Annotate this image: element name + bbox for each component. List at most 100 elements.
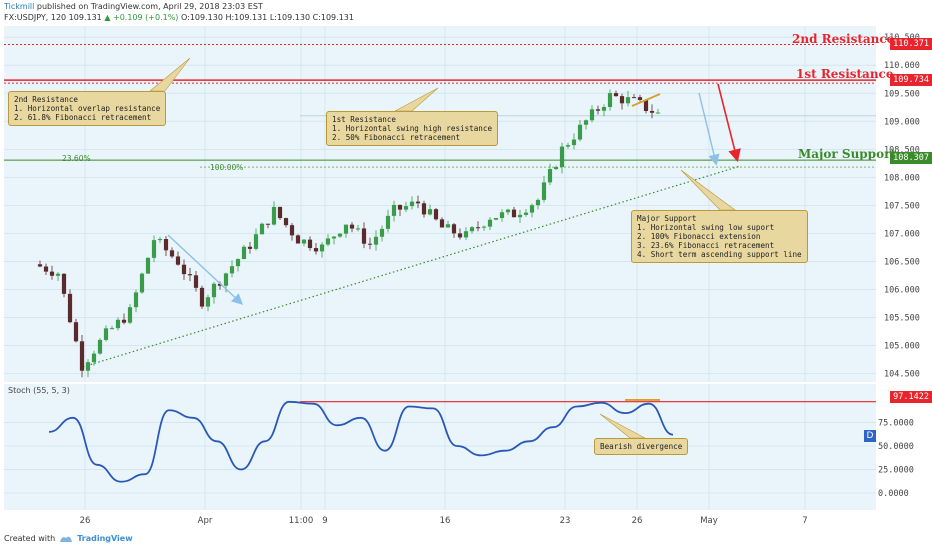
stoch-tick-label: 75.0000: [878, 419, 914, 429]
symbol-info: FX:USDJPY, 120 109.131 ▲ +0.109 (+0.1%) …: [4, 13, 354, 22]
candle-body: [595, 109, 601, 111]
candle-body: [217, 283, 223, 286]
price-tick-label: 109.500: [884, 89, 920, 99]
candle-body: [625, 97, 631, 104]
candle-body: [589, 109, 595, 121]
candle-body: [499, 212, 505, 219]
candle-body: [277, 206, 283, 219]
candle-body: [421, 203, 427, 215]
last-price: 109.131: [68, 13, 102, 22]
candle-body: [637, 97, 643, 100]
stoch-d-badge[interactable]: D: [864, 430, 876, 442]
candle-body: [397, 204, 403, 210]
ohlc-close: C:109.131: [312, 13, 354, 22]
candle-body: [271, 206, 277, 225]
candle-body: [121, 319, 127, 323]
candle-body: [571, 139, 577, 146]
major-support-label: Major Support: [798, 147, 896, 161]
fib-23-label: 23.60%: [62, 154, 91, 163]
candle-body: [223, 273, 229, 286]
price-tick-label: 108.500: [884, 145, 920, 155]
candle-body: [649, 110, 655, 113]
candle-body: [235, 259, 241, 267]
candle-body: [463, 231, 469, 238]
brand-link[interactable]: Tickmill: [4, 2, 35, 11]
price-tick-label: 108.000: [884, 173, 920, 183]
time-tick-label: 26: [80, 516, 91, 526]
price-pane: [4, 26, 876, 382]
price-tick-label: 106.500: [884, 257, 920, 267]
candle-body: [133, 292, 139, 308]
major-support-value: 108.307: [890, 152, 932, 164]
candle-body: [73, 322, 79, 342]
candle-body: [247, 246, 253, 249]
price-tick-label: 109.000: [884, 117, 920, 127]
candle-body: [385, 215, 391, 229]
candle-body: [67, 293, 73, 323]
candle-body: [103, 328, 109, 340]
candle-body: [343, 224, 349, 234]
price-tick-label: 110.000: [884, 61, 920, 71]
candle-body: [265, 223, 271, 225]
candle-body: [169, 250, 175, 257]
time-tick-label: 11:00: [289, 516, 314, 526]
swing-arrow: [167, 234, 244, 305]
second-resistance-callout: 2nd Resistance 1. Horizontal overlap res…: [8, 91, 167, 126]
candle-body: [43, 266, 49, 272]
major-support-callout: Major Support 1. Horizontal swing low su…: [631, 210, 808, 263]
candle-body: [523, 212, 529, 215]
stoch-label: Stoch (55, 5, 3): [8, 386, 70, 395]
candle-body: [535, 199, 541, 206]
price-tick-label: 105.000: [884, 342, 920, 352]
candle-body: [433, 209, 439, 220]
ohlc-low: L:109.130: [269, 13, 311, 22]
candle-body: [127, 307, 133, 323]
candle-body: [97, 339, 103, 354]
time-tick-label: May: [700, 516, 718, 526]
candle-body: [511, 209, 517, 218]
stoch-axis: 75.0000 50.0000 25.0000 0.0000: [878, 419, 914, 500]
candle-body: [643, 99, 649, 111]
candle-body: [583, 120, 589, 125]
candle-body: [85, 362, 91, 371]
candle-body: [487, 219, 493, 227]
candle-body: [415, 201, 421, 204]
candle-body: [481, 226, 487, 228]
price-change: ▲ +0.109 (+0.1%): [104, 13, 179, 22]
candle-body: [157, 239, 163, 241]
candle-body: [49, 271, 55, 276]
publish-text: published on TradingView.com, April 29, …: [36, 2, 263, 11]
candle-body: [469, 227, 475, 232]
candle-body: [37, 264, 43, 267]
candle-body: [529, 205, 535, 213]
candle-body: [325, 238, 331, 245]
time-tick-label: 26: [632, 516, 643, 526]
time-tick-label: 23: [560, 516, 571, 526]
footer: Created with TradingView: [4, 534, 133, 543]
candle-body: [295, 235, 301, 244]
candle-body: [253, 234, 259, 249]
candle-body: [439, 219, 445, 228]
stoch-tick-label: 0.0000: [878, 489, 909, 499]
candle-body: [559, 146, 565, 168]
stoch-tick-label: 50.0000: [878, 442, 914, 452]
stoch-value: 97.1422: [890, 391, 932, 403]
candle-body: [289, 225, 295, 236]
candle-body: [505, 209, 511, 213]
price-tick-label: 106.000: [884, 285, 920, 295]
price-tick-label: 104.500: [884, 370, 920, 380]
candle-body: [55, 273, 61, 276]
tradingview-brand[interactable]: TradingView: [77, 534, 133, 543]
candle-body: [331, 236, 337, 239]
candle-body: [205, 297, 211, 307]
candle-body: [355, 228, 361, 230]
first-resistance-callout: 1st Resistance 1. Horizontal swing high …: [326, 111, 499, 146]
time-tick-label: 16: [440, 516, 451, 526]
candle-body: [457, 233, 463, 238]
candle-body: [517, 214, 523, 218]
annotation-arrows: [149, 57, 741, 439]
candle-body: [193, 275, 199, 288]
symbol[interactable]: FX:USDJPY, 120: [4, 13, 67, 22]
tradingview-logo-icon: [60, 536, 73, 542]
second-resistance-label: 2nd Resistance: [792, 32, 895, 46]
